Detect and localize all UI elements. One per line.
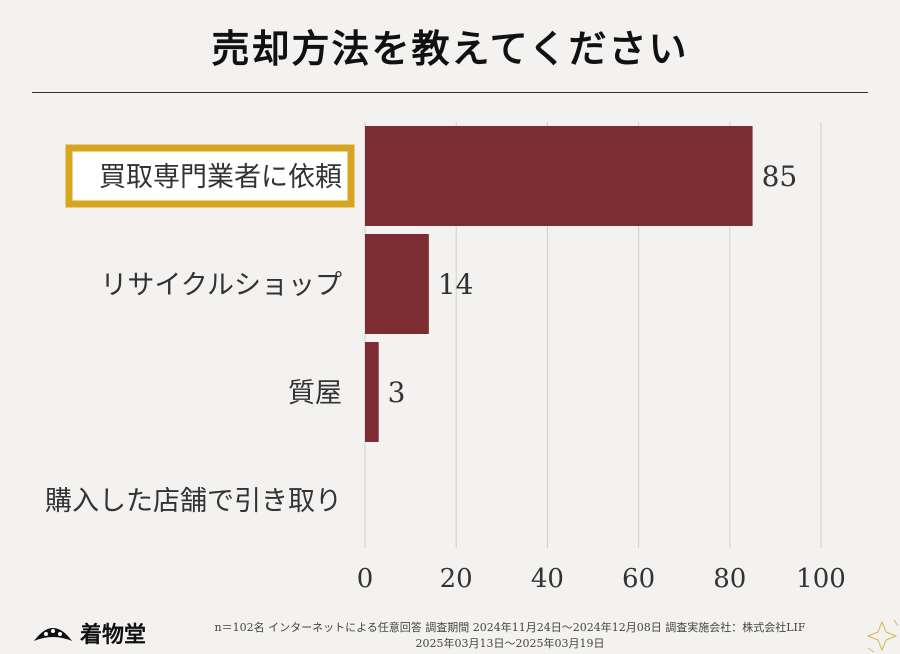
category-label: リサイクルショップ <box>100 270 342 301</box>
bar <box>365 342 379 442</box>
category-label: 買取専門業者に依頼 <box>99 162 342 193</box>
x-tick-label: 40 <box>531 564 564 594</box>
x-tick-label: 100 <box>796 564 846 594</box>
bar <box>365 234 429 334</box>
title-divider <box>32 92 868 93</box>
brand-logo: 着物堂 <box>32 618 146 648</box>
value-label: 3 <box>388 376 406 409</box>
chart-title: 売却方法を教えてください <box>211 26 689 71</box>
survey-note-line1: n＝102名 インターネットによる任意回答 調査期間 2024年11月24日～2… <box>214 621 806 634</box>
highlight-box <box>65 144 355 208</box>
x-tick-label: 20 <box>440 564 473 594</box>
value-label: 14 <box>438 268 474 301</box>
value-label: 85 <box>762 160 798 193</box>
survey-note-line2: 2025年03月13日～2025年03月19日 <box>415 637 605 650</box>
category-label: 購入した店舗で引き取り <box>45 486 342 517</box>
brand-name: 着物堂 <box>80 622 147 648</box>
category-label: 質屋 <box>288 378 342 409</box>
folding-fan-icon <box>34 628 72 641</box>
gold-flower-pattern-icon <box>866 619 899 653</box>
x-axis-ticks: 0 20 40 60 80 100 <box>357 564 846 594</box>
x-tick-label: 60 <box>622 564 655 594</box>
x-tick-label: 80 <box>713 564 746 594</box>
survey-note: n＝102名 インターネットによる任意回答 調査期間 2024年11月24日～2… <box>170 620 850 652</box>
x-tick-label: 0 <box>357 564 374 594</box>
bar <box>365 126 753 226</box>
bars <box>365 126 753 442</box>
value-labels: 85 14 3 <box>388 160 798 409</box>
